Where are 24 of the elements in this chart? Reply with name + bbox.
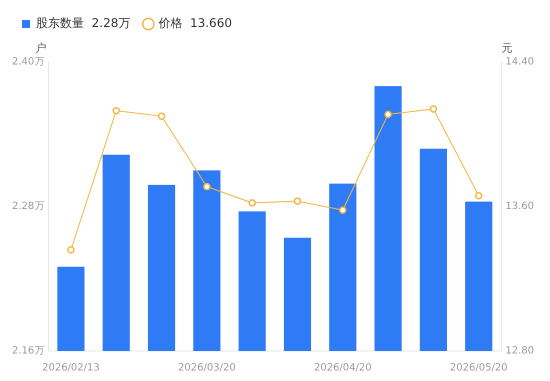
point (158, 112, 166, 120)
y2-axis-title: 元 (501, 41, 512, 54)
y-tick-label: 2.16万 (12, 346, 44, 357)
x-tick-label: 2026/05/20 (450, 362, 508, 374)
legend-label: 股东数量 2.28万 (36, 16, 130, 30)
point (339, 206, 347, 214)
point (67, 246, 75, 254)
y-tick-label: 2.28万 (12, 201, 44, 212)
point (384, 110, 392, 118)
y2-tick-label: 14.40 (505, 56, 534, 68)
point (294, 197, 302, 205)
point (203, 182, 211, 190)
point (112, 107, 120, 115)
y2-tick-label: 13.60 (505, 201, 534, 212)
y2-tick-label: 12.80 (505, 346, 534, 357)
legend-label: 价格 13.660 (157, 16, 232, 30)
x-tick-label: 2026/02/13 (42, 362, 100, 374)
point (248, 199, 256, 207)
point (430, 105, 438, 113)
y-tick-label: 2.40万 (12, 56, 44, 68)
point (474, 192, 482, 200)
x-tick-label: 2026/04/20 (314, 362, 372, 374)
y-axis-title: 户 (35, 41, 46, 54)
x-tick-label: 2026/03/20 (178, 362, 236, 374)
